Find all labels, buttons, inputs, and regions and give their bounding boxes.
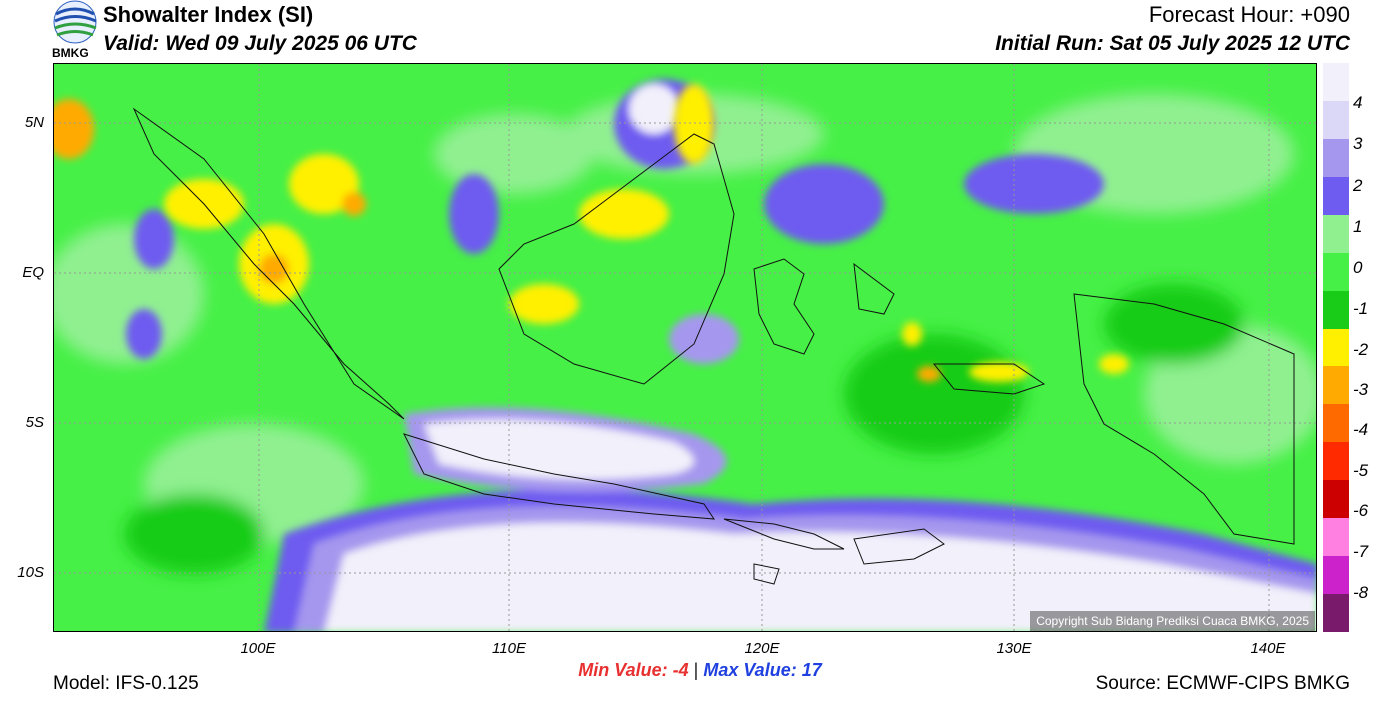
lat-label-eq: EQ bbox=[22, 264, 44, 281]
legend-label-minus3: -3 bbox=[1353, 380, 1369, 399]
legend-swatch bbox=[1323, 366, 1349, 405]
source-info: Source: ECMWF-CIPS BMKG bbox=[1095, 673, 1350, 694]
legend-label-minus4: -4 bbox=[1353, 420, 1369, 439]
legend-swatch bbox=[1323, 556, 1349, 595]
max-value: 17 bbox=[801, 660, 822, 680]
lat-label-5s: 5S bbox=[25, 414, 44, 431]
value-separator: | bbox=[693, 660, 699, 680]
min-value: -4 bbox=[672, 660, 689, 680]
legend-swatch bbox=[1323, 214, 1349, 254]
valid-time: Valid: Wed 09 July 2025 06 UTC bbox=[103, 32, 417, 55]
lon-label-110e: 110E bbox=[492, 640, 526, 657]
legend-swatch bbox=[1323, 404, 1349, 443]
legend-label-minus5: -5 bbox=[1353, 461, 1369, 480]
legend-label-minus2: -2 bbox=[1353, 340, 1369, 359]
model-info: Model: IFS-0.125 bbox=[53, 673, 199, 694]
lon-label-120e: 120E bbox=[744, 640, 780, 657]
legend-label-2: 2 bbox=[1353, 176, 1363, 195]
legend-swatch bbox=[1323, 100, 1349, 140]
forecast-hour: Forecast Hour: +090 bbox=[1148, 2, 1350, 27]
legend-swatch bbox=[1323, 290, 1349, 330]
legend-swatch bbox=[1323, 252, 1349, 292]
color-legend bbox=[1323, 63, 1349, 633]
legend-swatch bbox=[1323, 138, 1349, 178]
legend-label-minus1: -1 bbox=[1353, 299, 1369, 318]
lat-label-10s: 10S bbox=[17, 564, 44, 581]
lon-label-100e: 100E bbox=[240, 640, 276, 657]
legend-swatch bbox=[1323, 63, 1349, 102]
legend-swatch bbox=[1323, 442, 1349, 481]
legend-label-0: 0 bbox=[1353, 258, 1363, 277]
map-title: Showalter Index (SI) bbox=[103, 2, 314, 27]
legend-swatch bbox=[1323, 328, 1349, 367]
logo-text: BMKG bbox=[52, 46, 89, 60]
legend-swatch bbox=[1323, 518, 1349, 557]
legend-label-minus8: -8 bbox=[1353, 583, 1369, 602]
copyright-notice: Copyright Sub Bidang Prediksi Cuaca BMKG… bbox=[1030, 611, 1315, 631]
min-max-values: Min Value: -4 | Max Value: 17 bbox=[0, 660, 1400, 681]
lon-label-130e: 130E bbox=[996, 640, 1032, 657]
legend-swatch bbox=[1323, 594, 1349, 633]
max-value-label: Max Value: bbox=[703, 660, 797, 680]
legend-swatch bbox=[1323, 480, 1349, 519]
legend-label-1: 1 bbox=[1353, 217, 1363, 236]
initial-run: Initial Run: Sat 05 July 2025 12 UTC bbox=[995, 32, 1350, 55]
legend-label-minus6: -6 bbox=[1353, 501, 1369, 520]
lat-label-5n: 5N bbox=[24, 114, 44, 131]
bmkg-logo: BMKG bbox=[52, 0, 100, 62]
legend-label-4: 4 bbox=[1353, 93, 1363, 112]
lon-label-140e: 140E bbox=[1250, 640, 1286, 657]
legend-swatch bbox=[1323, 176, 1349, 216]
showalter-index-map bbox=[53, 63, 1317, 632]
legend-label-minus7: -7 bbox=[1353, 542, 1369, 561]
min-value-label: Min Value: bbox=[578, 660, 668, 680]
legend-label-3: 3 bbox=[1353, 134, 1363, 153]
